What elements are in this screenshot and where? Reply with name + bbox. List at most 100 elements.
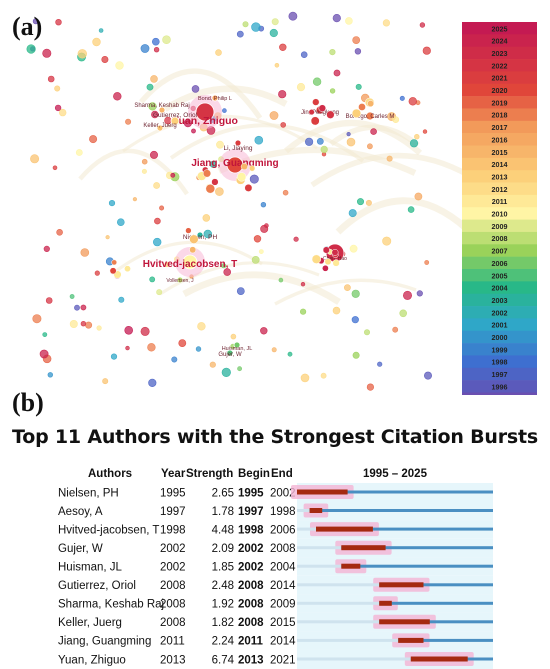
network-node [399, 95, 405, 101]
network-node [110, 353, 118, 360]
network-node [351, 316, 359, 324]
timeline-inactive [297, 620, 380, 624]
legend-swatch [462, 71, 537, 85]
network-node [80, 248, 90, 257]
row-year: 2008 [160, 580, 186, 592]
network-node [32, 18, 39, 25]
row-end: 1998 [270, 506, 296, 518]
network-node [258, 249, 264, 254]
network-node [222, 108, 227, 113]
network-node [236, 287, 245, 295]
network-node [278, 90, 287, 99]
network-node [102, 378, 109, 385]
burst-row: Jiang, Guangming 2011 2.24 2011 2014 [58, 631, 493, 650]
header-strength: Strength [186, 468, 233, 480]
network-node [42, 48, 52, 58]
network-node [329, 88, 336, 94]
legend-swatch [462, 207, 537, 220]
network-node [386, 155, 393, 162]
network-node-label: Huisman, JL [222, 346, 253, 352]
legend-year-label: 2019 [492, 98, 508, 107]
network-node-label: Keller, Juerg [143, 123, 176, 129]
legend-swatch [462, 96, 537, 109]
legend-year-label: 1999 [492, 345, 508, 354]
network-node [197, 322, 206, 331]
network-node [205, 183, 216, 194]
legend-year-label: 2002 [492, 308, 508, 317]
row-author: Gujer, W [58, 543, 103, 555]
network-node [260, 202, 267, 208]
legend-year-label: 1998 [492, 358, 508, 367]
network-node [189, 246, 197, 254]
network-node [332, 306, 341, 315]
network-node [125, 118, 132, 125]
burst-rows: Nielsen, PH 1995 2.65 1995 2002 Aesoy, A 1997 1… [58, 483, 493, 669]
timeline-active [379, 583, 493, 587]
network-node [111, 259, 118, 266]
network-node [75, 149, 83, 156]
network-node [141, 158, 148, 165]
network-node [230, 333, 237, 340]
network-node [176, 276, 184, 284]
panel-b-label: (b) [12, 388, 44, 417]
burst-row: Hvitved-jacobsen, T 1998 4.48 1998 2006 [58, 520, 493, 539]
network-node [80, 321, 87, 327]
network-node [422, 129, 428, 134]
network-node [300, 373, 310, 383]
network-node [80, 304, 87, 311]
network-node [196, 231, 204, 239]
timeline-inactive [297, 583, 380, 587]
network-node [352, 351, 360, 359]
network-node [355, 83, 362, 90]
network-node [236, 30, 244, 38]
network-node [101, 55, 109, 63]
network-node-label: Hvitved-jacobsen, T [143, 259, 237, 270]
network-node [215, 187, 224, 196]
network-node [109, 267, 117, 275]
network-node [55, 19, 62, 26]
network-node-label: Gutierrez, Oriol [153, 112, 198, 119]
row-begin: 2008 [238, 580, 264, 592]
legend-year-label: 2006 [492, 259, 508, 268]
legend-swatch [462, 269, 537, 282]
network-node [221, 263, 227, 269]
row-end: 2008 [270, 543, 296, 555]
legend-year-label: 2017 [492, 123, 508, 132]
network-node [382, 236, 392, 246]
legend-year-label: 2011 [492, 197, 508, 206]
network-node [105, 235, 110, 240]
burst-table-title: Top 11 Authors with the Strongest Citati… [12, 426, 538, 448]
burst-row: Gujer, W 2002 2.09 2002 2008 [58, 538, 493, 558]
network-node [98, 28, 104, 33]
burst-bar [341, 563, 361, 569]
row-author: Hvitved-jacobsen, T [58, 524, 159, 536]
row-author: Nielsen, PH [58, 487, 119, 499]
network-node [326, 110, 335, 119]
network-node [346, 132, 351, 137]
network-node [209, 160, 217, 168]
timeline-active [398, 638, 493, 642]
row-strength: 2.48 [212, 580, 234, 592]
network-node [260, 224, 269, 233]
row-author: Gutierrez, Oriol [58, 580, 136, 592]
network-node [271, 347, 277, 353]
legend-swatch [462, 318, 537, 332]
network-node [43, 245, 50, 252]
network-node [308, 109, 315, 116]
network-node [419, 22, 426, 28]
network-node [202, 214, 211, 222]
network-node [118, 296, 125, 303]
network-node [414, 192, 423, 201]
row-strength: 2.09 [212, 543, 234, 555]
network-node-label: Chen, Hao [323, 256, 347, 262]
network-node [171, 356, 178, 363]
network-node [237, 366, 242, 372]
legend-swatch [462, 380, 537, 393]
network-node [346, 137, 356, 147]
legend-swatch [462, 256, 537, 270]
network-node [370, 128, 377, 135]
legend-swatch [462, 343, 537, 356]
network-node-label: Bond, Philip L [198, 96, 232, 102]
network-node [149, 276, 156, 283]
